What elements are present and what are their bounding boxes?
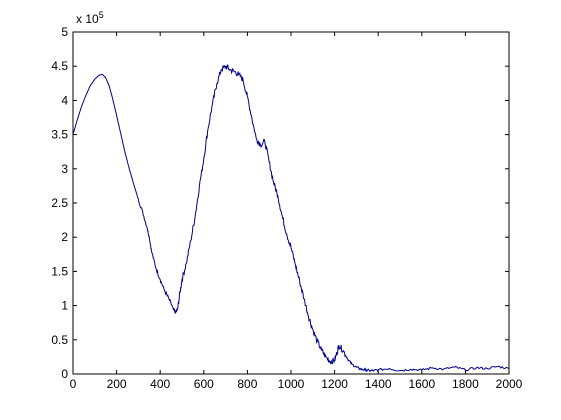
x-tick-label: 1200 bbox=[321, 377, 348, 391]
x-tick-label: 200 bbox=[107, 377, 127, 391]
x-tick-label: 2000 bbox=[496, 377, 523, 391]
y-tick-label: 1 bbox=[61, 299, 68, 313]
x-tick-label: 0 bbox=[70, 377, 77, 391]
y-tick-label: 0 bbox=[61, 367, 68, 381]
x-tick-label: 800 bbox=[237, 377, 257, 391]
y-tick-label: 5 bbox=[61, 25, 68, 39]
y-tick-label: 4 bbox=[61, 93, 68, 107]
plot-area bbox=[73, 32, 509, 374]
series-line bbox=[72, 63, 510, 373]
y-tick-label: 0.5 bbox=[51, 333, 68, 347]
x-tick-label: 1800 bbox=[452, 377, 479, 391]
x-tick-label: 600 bbox=[194, 377, 214, 391]
x-tick-label: 1600 bbox=[408, 377, 435, 391]
y-tick-label: 3 bbox=[61, 162, 68, 176]
x-tick-label: 1400 bbox=[365, 377, 392, 391]
y-tick-label: 2.5 bbox=[51, 196, 68, 210]
x-tick-label: 1000 bbox=[278, 377, 305, 391]
y-tick-label: 2 bbox=[61, 230, 68, 244]
y-tick-label: 1.5 bbox=[51, 264, 68, 278]
y-multiplier-label: x 105 bbox=[76, 10, 104, 26]
y-tick-label: 3.5 bbox=[51, 128, 68, 142]
x-tick-label: 400 bbox=[150, 377, 170, 391]
y-tick-label: 4.5 bbox=[51, 59, 68, 73]
